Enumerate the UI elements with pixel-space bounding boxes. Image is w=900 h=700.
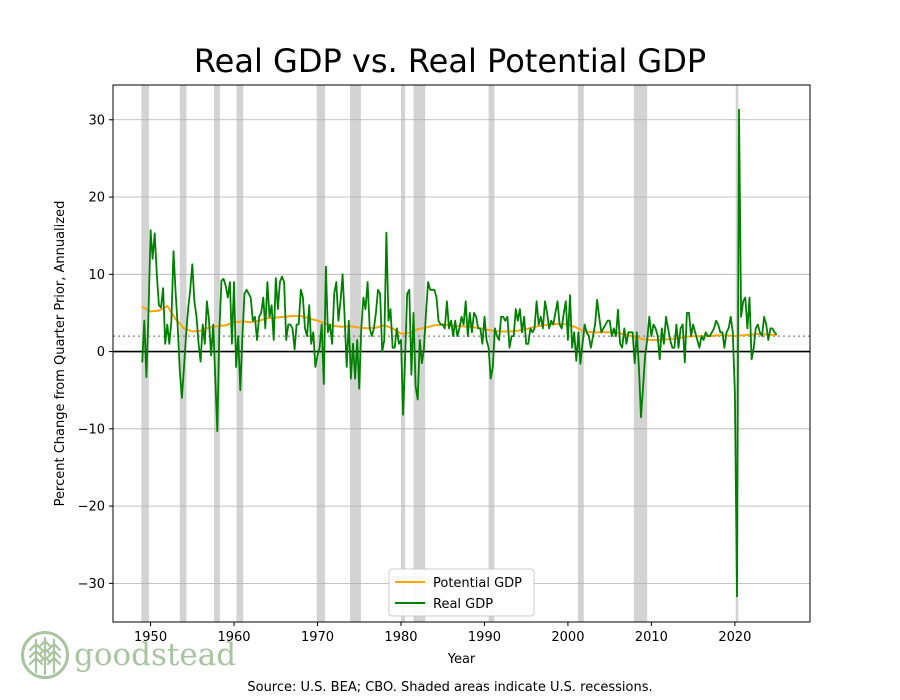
tree-icon [21, 631, 69, 679]
y-axis-label: Percent Change from Quarter Prior, Annua… [53, 201, 68, 507]
goodstead-logo: goodstead [20, 630, 236, 680]
recession-band [179, 85, 187, 622]
x-tick-label: 1950 [134, 630, 167, 645]
legend-label-real: Real GDP [433, 597, 493, 612]
y-tick-label: −10 [78, 422, 105, 437]
x-tick-label: 1960 [217, 630, 250, 645]
y-tick-label: 0 [97, 345, 105, 360]
recession-band [236, 85, 244, 622]
x-tick-label: 1990 [468, 630, 501, 645]
legend: Potential GDP Real GDP [388, 568, 535, 617]
x-tick-label: 2020 [718, 630, 751, 645]
x-tick-label: 1970 [301, 630, 334, 645]
legend-label-potential: Potential GDP [433, 576, 522, 591]
recession-band [316, 85, 326, 622]
recession-band [735, 85, 739, 622]
recession-band [214, 85, 220, 622]
legend-box [388, 568, 535, 617]
x-tick-label: 2000 [551, 630, 584, 645]
y-tick-label: 30 [88, 113, 105, 128]
x-tick-label: 1980 [384, 630, 417, 645]
y-tick-label: 10 [88, 268, 105, 283]
y-tick-label: 20 [88, 191, 105, 206]
source-note: Source: U.S. BEA; CBO. Shaded areas indi… [247, 680, 653, 695]
x-tick-label: 2010 [635, 630, 668, 645]
recession-band [400, 85, 406, 622]
recession-band [633, 85, 648, 622]
recession-band [488, 85, 495, 622]
x-axis-label: Year [447, 652, 476, 667]
recession-band [350, 85, 361, 622]
chart-title: Real GDP vs. Real Potential GDP [193, 42, 707, 80]
y-tick-label: −30 [78, 577, 105, 592]
brand-name: goodstead [74, 637, 237, 673]
y-tick-label: −20 [78, 500, 105, 515]
plot-frame [112, 84, 811, 623]
real-gdp-line [141, 108, 778, 598]
